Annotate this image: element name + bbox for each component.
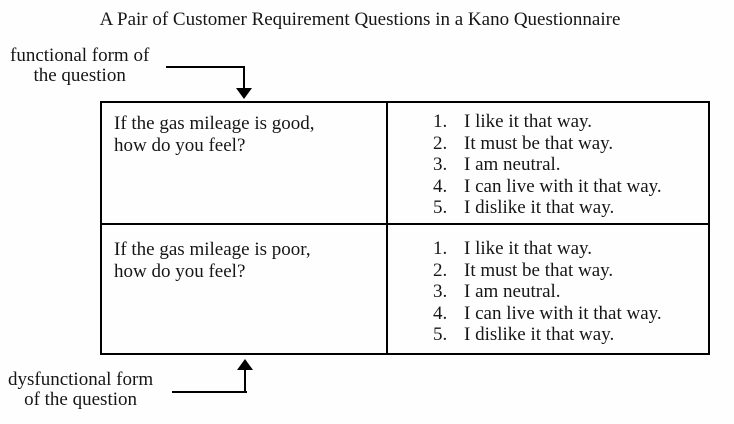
functional-form-label-line2: the question	[33, 65, 126, 86]
options-cell-functional: 1. I like it that way. 2. It must be that …	[388, 103, 708, 225]
functional-arrow-down-icon	[236, 88, 252, 99]
dysfunctional-question-line1: If the gas mileage is poor,	[114, 239, 311, 260]
option-text: I like it that way.	[464, 111, 593, 132]
dysfunctional-connector-horizontal-line	[172, 391, 247, 393]
option-number: 1.	[433, 111, 448, 132]
option-text: I dislike it that way.	[464, 324, 615, 345]
functional-connector-horizontal-line	[166, 66, 245, 68]
option-text: I am neutral.	[464, 154, 561, 175]
option-number: 3.	[433, 281, 448, 302]
dysfunctional-form-label: dysfunctional form of the question	[8, 370, 153, 410]
option-number: 3.	[433, 154, 448, 175]
functional-form-label: functional form of the question	[10, 46, 149, 86]
functional-question-line1: If the gas mileage is good,	[114, 113, 315, 134]
option-text: It must be that way.	[464, 259, 614, 281]
list-item: 3. I am neutral.	[433, 281, 708, 303]
option-number: 2.	[433, 132, 448, 154]
question-cell-dysfunctional: If the gas mileage is poor, how do you f…	[102, 225, 388, 353]
option-text: I can live with it that way.	[464, 302, 662, 324]
list-item: 5. I dislike it that way.	[433, 197, 708, 219]
functional-connector-vertical-line	[243, 66, 245, 90]
list-item: 3. I am neutral.	[433, 154, 708, 176]
functional-question-line2: how do you feel?	[114, 135, 246, 156]
dysfunctional-connector-vertical-line	[244, 367, 246, 393]
option-number: 1.	[433, 238, 448, 259]
dysfunctional-question-line2: how do you feel?	[114, 261, 246, 282]
list-item: 2. It must be that way.	[433, 133, 708, 155]
dysfunctional-form-label-line1: dysfunctional form	[8, 369, 154, 390]
list-item: 5. I dislike it that way.	[433, 324, 708, 346]
question-cell-functional: If the gas mileage is good, how do you f…	[102, 103, 388, 225]
option-text: I can live with it that way.	[464, 175, 662, 197]
figure-title: A Pair of Customer Requirement Questions…	[99, 9, 621, 30]
option-text: It must be that way.	[464, 132, 614, 154]
option-text: I like it that way.	[464, 238, 593, 259]
dysfunctional-arrow-up-icon	[237, 359, 253, 370]
options-cell-dysfunctional: 1. I like it that way. 2. It must be that …	[388, 225, 708, 353]
option-number: 5.	[433, 197, 448, 218]
option-number: 5.	[433, 324, 448, 345]
dysfunctional-form-label-line2: of the question	[24, 389, 138, 410]
list-item: 1. I like it that way.	[433, 238, 708, 260]
list-item: 4. I can live with it that way.	[433, 176, 708, 198]
functional-form-label-line1: functional form of	[10, 45, 150, 66]
list-item: 1. I like it that way.	[433, 111, 708, 133]
kano-table: If the gas mileage is good, how do you f…	[100, 101, 710, 355]
option-text: I am neutral.	[464, 281, 561, 302]
option-text: I dislike it that way.	[464, 197, 615, 218]
option-number: 4.	[433, 175, 448, 197]
list-item: 2. It must be that way.	[433, 260, 708, 282]
list-item: 4. I can live with it that way.	[433, 303, 708, 325]
option-number: 4.	[433, 302, 448, 324]
option-number: 2.	[433, 259, 448, 281]
